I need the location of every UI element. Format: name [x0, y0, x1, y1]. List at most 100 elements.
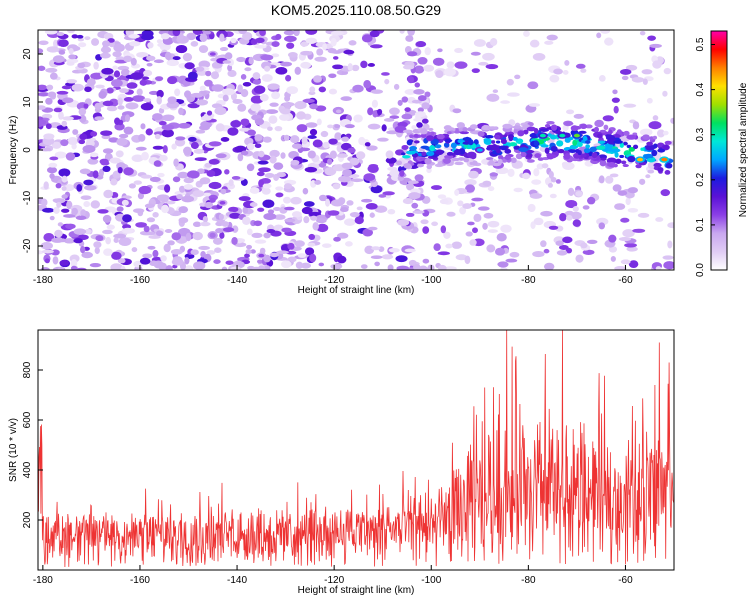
snr-x-axis: -180 -160 -140 -120 -100 -80 -60 — [33, 565, 633, 586]
heatmap-cell — [412, 210, 425, 214]
heatmap-cell — [190, 249, 199, 256]
heatmap-cell — [67, 137, 79, 145]
heatmap-cell — [531, 179, 542, 185]
heatmap-cell — [367, 107, 374, 116]
heatmap-cell — [257, 207, 265, 212]
heatmap-cell — [424, 158, 432, 165]
heatmap-cell — [116, 162, 126, 169]
snr-y-axis-label: SNR (10 * v/v) — [8, 418, 19, 482]
heatmap-cell — [296, 124, 308, 133]
heatmap-cell — [201, 115, 213, 121]
heatmap-cell — [587, 196, 596, 205]
heatmap-cell — [286, 86, 299, 95]
colorbar-label: Normalized spectral amplitude — [738, 82, 749, 217]
heatmap-cell — [304, 247, 315, 256]
heatmap-cell — [345, 241, 353, 247]
heatmap-cell — [500, 138, 507, 145]
heatmap-cell — [407, 30, 415, 36]
heatmap-cell — [446, 211, 456, 217]
heatmap-cell — [526, 159, 535, 163]
heatmap-cell — [136, 88, 143, 96]
heatmap-cell — [443, 125, 452, 131]
heatmap-cell — [206, 169, 216, 177]
heatmap-cell — [424, 91, 431, 98]
heatmap-cell — [246, 228, 253, 236]
heatmap-cell — [446, 61, 455, 69]
heatmap-cell — [192, 30, 203, 36]
heatmap-cell — [451, 241, 462, 249]
heatmap-cell — [640, 147, 645, 151]
heatmap-cell — [61, 208, 70, 213]
heatmap-cell — [250, 103, 261, 112]
heatmap-cell — [414, 111, 426, 118]
heatmap-cell — [220, 188, 227, 195]
heatmap-cell — [598, 222, 606, 230]
heatmap-cell — [401, 113, 413, 120]
heatmap-cell — [66, 61, 75, 66]
heatmap-cell — [287, 52, 298, 58]
heatmap-cell — [248, 56, 254, 65]
heatmap-cell — [304, 166, 318, 173]
heatmap-cell — [645, 144, 656, 151]
heatmap-cell — [477, 206, 490, 211]
heatmap-cell — [438, 264, 447, 270]
heatmap-cell — [533, 217, 544, 226]
heatmap-cell — [407, 75, 415, 84]
heatmap-cell — [70, 265, 78, 270]
heatmap-cell — [178, 217, 189, 224]
heatmap-cell — [221, 266, 228, 270]
heatmap-cell — [559, 213, 567, 222]
heatmap-cell — [529, 39, 540, 48]
heatmap-cell — [108, 137, 119, 143]
heatmap-cell — [613, 105, 619, 114]
heatmap-cell — [435, 149, 444, 156]
heatmap-cell — [556, 250, 568, 256]
heatmap-cell — [103, 248, 113, 256]
heatmap-cell — [330, 30, 344, 36]
heatmap-cell — [271, 53, 280, 58]
heatmap-cell — [209, 232, 216, 238]
heatmap-cell — [66, 200, 73, 210]
heatmap-cell — [227, 69, 237, 77]
heatmap-cell — [437, 194, 447, 199]
heatmap-cell — [618, 237, 632, 242]
heatmap-cell — [111, 251, 122, 260]
heatmap-cell — [450, 142, 457, 149]
heatmap-cell — [599, 129, 607, 133]
heatmap-cell — [485, 64, 499, 70]
heatmap-cell — [184, 62, 195, 70]
heatmap-cell — [72, 129, 79, 135]
heatmap-cell — [275, 67, 288, 75]
heatmap-cell — [106, 224, 115, 230]
heatmap-cell — [78, 139, 86, 145]
heatmap-cell — [642, 134, 650, 140]
heatmap-hotspot-core — [258, 253, 265, 258]
heatmap-cell — [649, 136, 654, 141]
heatmap-cell — [83, 201, 91, 208]
heatmap-cell — [406, 150, 416, 155]
heatmap-cell — [402, 198, 414, 205]
heatmap-cell — [266, 229, 276, 234]
heatmap-cell — [301, 206, 313, 215]
heatmap-cells — [38, 30, 674, 270]
heatmap-cell — [54, 151, 67, 159]
heatmap-cell — [389, 115, 400, 119]
heatmap-cell — [415, 41, 427, 48]
heatmap-cell — [204, 201, 213, 209]
heatmap-cell — [343, 49, 355, 55]
heatmap-cell — [283, 134, 290, 141]
heatmap-cell — [437, 48, 443, 53]
heatmap-cell — [284, 95, 291, 102]
heatmap-cell — [192, 190, 205, 197]
heatmap-cell — [40, 241, 53, 250]
heatmap-cell — [482, 180, 492, 186]
heatmap-x-tick-label: -180 — [33, 275, 53, 286]
heatmap-cell — [494, 134, 501, 140]
heatmap-cell — [240, 118, 250, 127]
heatmap-cell — [152, 145, 164, 150]
heatmap-cell — [580, 68, 587, 73]
heatmap-cell — [562, 236, 573, 244]
heatmap-cell — [529, 193, 543, 199]
heatmap-cell — [112, 51, 122, 58]
heatmap-cell — [495, 140, 501, 144]
